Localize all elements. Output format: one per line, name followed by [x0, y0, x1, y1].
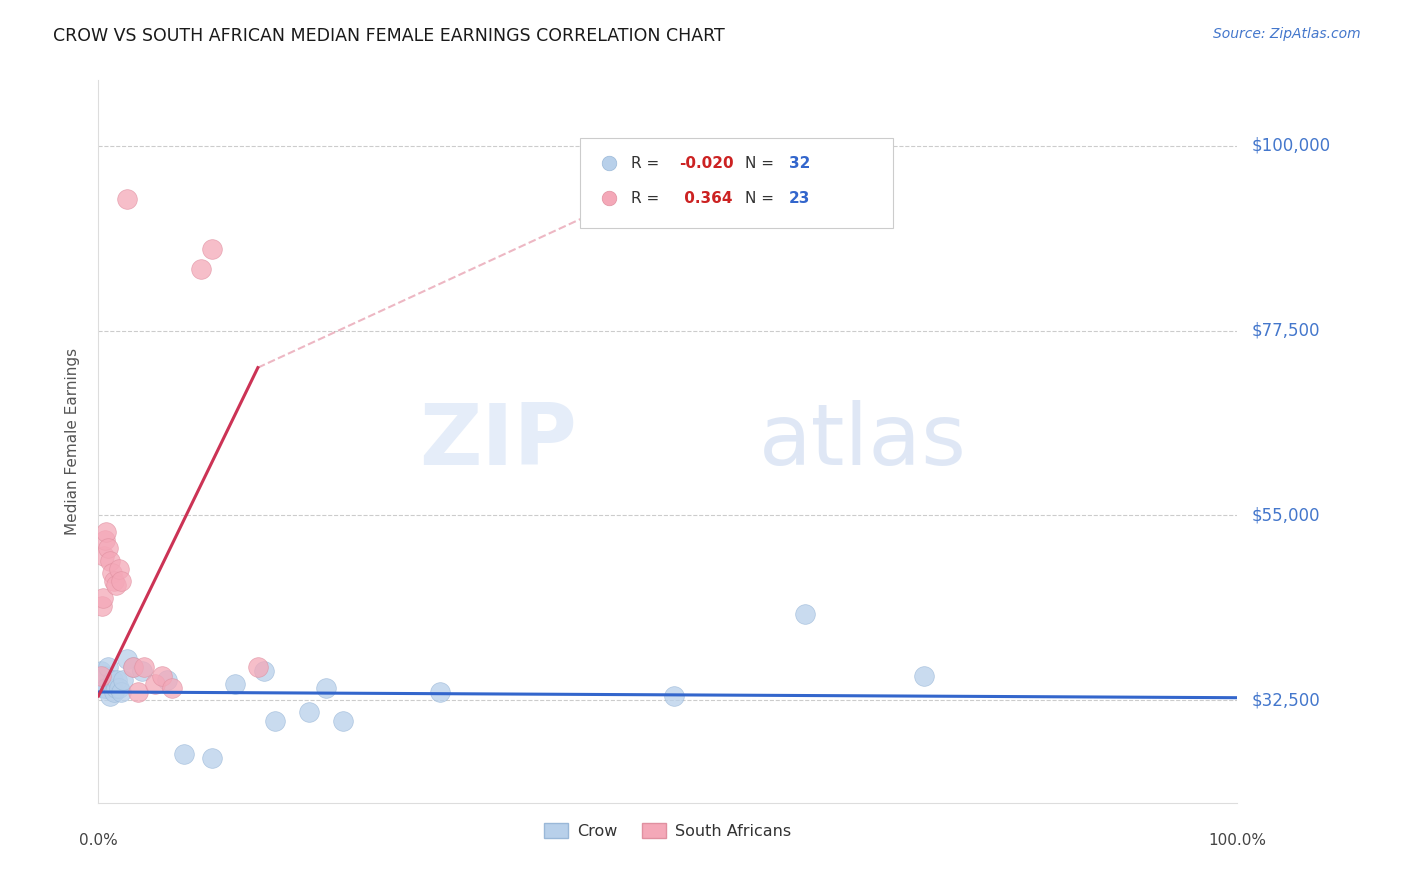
Text: 32: 32 — [789, 156, 810, 171]
Point — [101, 677, 124, 691]
Text: -0.020: -0.020 — [679, 156, 734, 171]
Point — [115, 652, 138, 666]
Point — [94, 533, 117, 547]
Point — [93, 549, 115, 564]
Point — [201, 750, 224, 764]
Text: $100,000: $100,000 — [1251, 137, 1330, 155]
Point — [104, 578, 127, 592]
Point — [91, 591, 114, 605]
Point — [103, 685, 125, 699]
Point — [112, 673, 135, 687]
Point — [132, 660, 155, 674]
Point — [912, 668, 935, 682]
Point — [98, 689, 121, 703]
Point — [332, 714, 354, 728]
Point — [662, 689, 685, 703]
Point — [110, 685, 132, 699]
Point — [103, 574, 125, 588]
Point — [108, 681, 131, 695]
Text: $32,500: $32,500 — [1251, 691, 1320, 709]
Point — [173, 747, 195, 761]
Point — [90, 677, 112, 691]
Y-axis label: Median Female Earnings: Median Female Earnings — [65, 348, 80, 535]
Text: Source: ZipAtlas.com: Source: ZipAtlas.com — [1213, 27, 1361, 41]
Point — [105, 673, 128, 687]
Point — [150, 668, 173, 682]
Point — [252, 665, 274, 679]
Text: $55,000: $55,000 — [1251, 507, 1320, 524]
Legend: Crow, South Africans: Crow, South Africans — [537, 817, 799, 846]
Point — [98, 553, 121, 567]
Point — [104, 681, 127, 695]
Point — [156, 673, 179, 687]
Point — [224, 677, 246, 691]
Point — [103, 673, 125, 687]
Text: $77,500: $77,500 — [1251, 322, 1320, 340]
Text: N =: N = — [745, 191, 779, 205]
Text: 0.364: 0.364 — [679, 191, 733, 205]
Text: CROW VS SOUTH AFRICAN MEDIAN FEMALE EARNINGS CORRELATION CHART: CROW VS SOUTH AFRICAN MEDIAN FEMALE EARN… — [53, 27, 725, 45]
Text: ZIP: ZIP — [419, 400, 576, 483]
Text: atlas: atlas — [759, 400, 967, 483]
Point — [201, 242, 224, 256]
Point — [121, 660, 143, 674]
Point — [91, 673, 114, 687]
Point — [96, 541, 118, 556]
Point — [96, 681, 118, 695]
Text: N =: N = — [745, 156, 779, 171]
Text: R =: R = — [631, 191, 665, 205]
Point — [145, 677, 167, 691]
Point — [90, 665, 112, 679]
Point — [121, 660, 143, 674]
Point — [162, 681, 184, 695]
FancyBboxPatch shape — [581, 138, 893, 228]
Text: 100.0%: 100.0% — [1208, 833, 1267, 848]
Text: 23: 23 — [789, 191, 810, 205]
Point — [96, 660, 118, 674]
Point — [110, 574, 132, 588]
Point — [101, 566, 124, 580]
Point — [127, 685, 149, 699]
Point — [115, 192, 138, 206]
Point — [190, 262, 212, 277]
Point — [96, 524, 118, 539]
Text: 0.0%: 0.0% — [79, 833, 118, 848]
Point — [90, 668, 112, 682]
Point — [94, 668, 117, 682]
Point — [90, 599, 112, 613]
Point — [93, 681, 115, 695]
Point — [246, 660, 269, 674]
Text: R =: R = — [631, 156, 665, 171]
Point — [131, 665, 153, 679]
Point — [108, 562, 131, 576]
Point — [264, 714, 287, 728]
Point — [793, 607, 815, 621]
Point — [298, 706, 321, 720]
Point — [429, 685, 451, 699]
Point — [315, 681, 337, 695]
